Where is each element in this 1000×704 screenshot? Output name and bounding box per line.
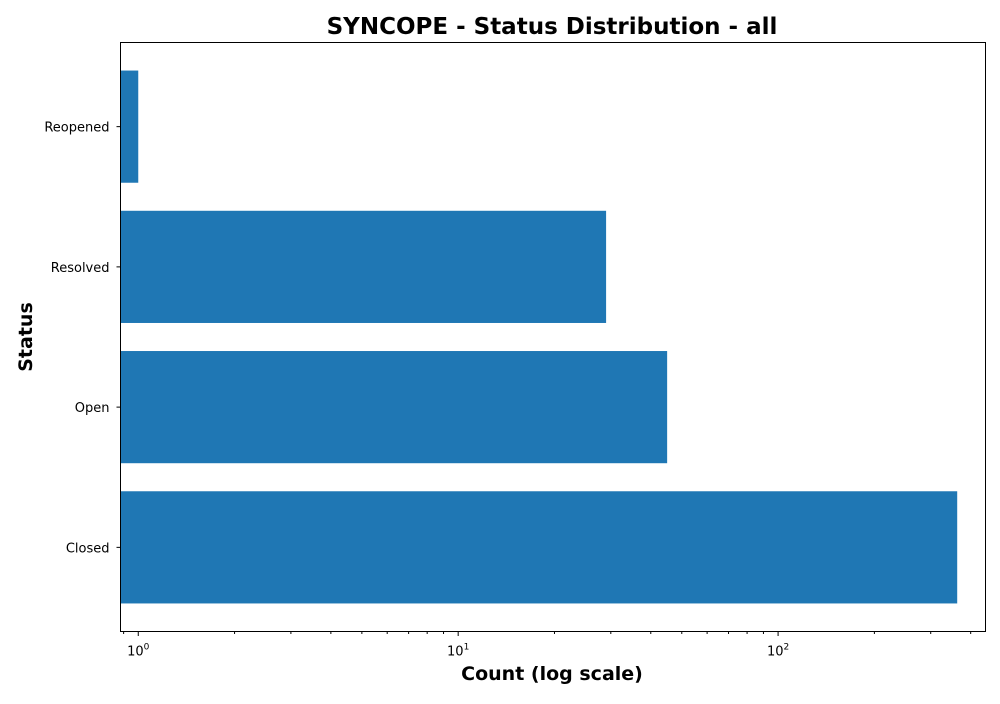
y-tick-label-closed: Closed (66, 541, 110, 556)
plot-area-frame (120, 42, 986, 632)
x-tick-label: 101 (447, 643, 469, 660)
x-axis-ticks: 100 101 102 (123, 631, 972, 660)
bar-reopened (120, 70, 139, 183)
x-tick-label: 102 (767, 643, 789, 660)
chart-title: SYNCOPE - Status Distribution - all (327, 14, 778, 40)
y-axis-ticks: Closed Open Resolved Reopened (44, 121, 121, 556)
bars-layer (120, 70, 958, 604)
y-tick-label-open: Open (75, 401, 110, 416)
x-tick-label: 100 (127, 643, 150, 660)
x-axis-label: Count (log scale) (461, 663, 643, 685)
bar-resolved (120, 210, 607, 323)
y-tick-label-reopened: Reopened (44, 121, 109, 136)
bar-open (120, 351, 668, 464)
bar-closed (120, 491, 958, 604)
y-tick-label-resolved: Resolved (51, 261, 110, 276)
y-axis-label: Status (15, 302, 37, 372)
